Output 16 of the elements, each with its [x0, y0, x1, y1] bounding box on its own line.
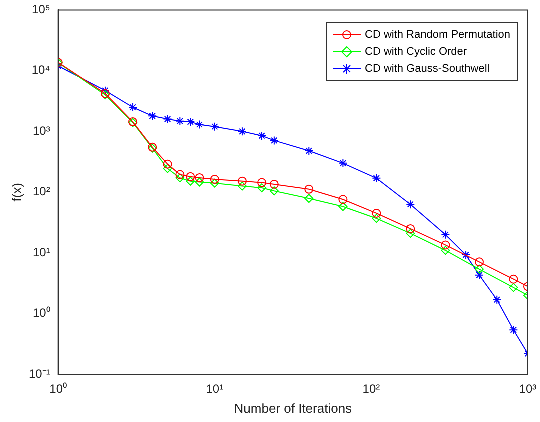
- x-axis-title: Number of Iterations: [234, 401, 353, 416]
- legend-label: CD with Gauss-Southwell: [365, 62, 490, 75]
- y-tick-label: 10⁻¹: [29, 366, 50, 381]
- y-tick-label: 10⁴: [32, 63, 50, 78]
- y-tick-label: 10¹: [33, 245, 50, 260]
- y-tick-label: 10⁰: [32, 306, 50, 320]
- x-tick-label: 10⁰: [50, 382, 68, 396]
- y-axis-title: f(x): [10, 183, 25, 202]
- y-tick-label: 10⁵: [32, 2, 50, 17]
- y-tick-label: 10³: [33, 124, 50, 138]
- x-tick-label: 10¹: [206, 382, 224, 396]
- x-tick-label: 10²: [362, 382, 380, 396]
- legend-label: CD with Random Permutation: [365, 28, 511, 41]
- y-tick-label: 10²: [33, 184, 50, 199]
- legend-label: CD with Cyclic Order: [365, 46, 468, 58]
- x-tick-label: 10³: [519, 382, 537, 396]
